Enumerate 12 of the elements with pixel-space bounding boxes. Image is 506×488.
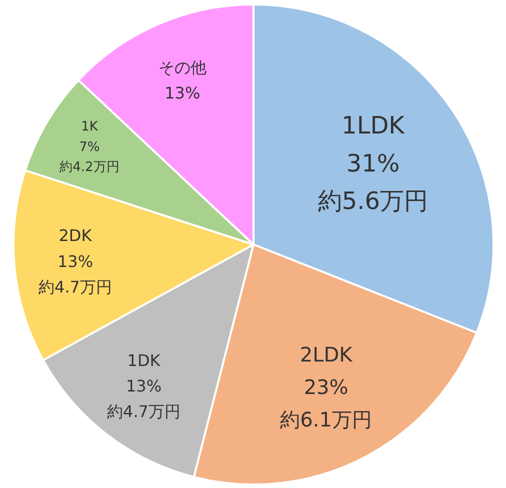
data-label: 23% 約6.1万円 [280, 374, 372, 432]
slice-label: 1LDK [342, 111, 406, 140]
slice-label: 2LDK [300, 342, 354, 367]
data-label: 13% 約4.7万円 [107, 376, 180, 422]
data-label: 7% 約4.2万円 [60, 140, 120, 176]
data-label: 13% [164, 84, 200, 103]
slice-label: 1DK [127, 350, 161, 370]
slice-label: 2DK [58, 226, 92, 246]
data-label: 13% 約4.7万円 [38, 252, 112, 296]
slice-label: その他 [158, 58, 206, 77]
slice-label: 1K [81, 120, 98, 135]
data-label: 31% 約5.6万円 [318, 149, 428, 216]
